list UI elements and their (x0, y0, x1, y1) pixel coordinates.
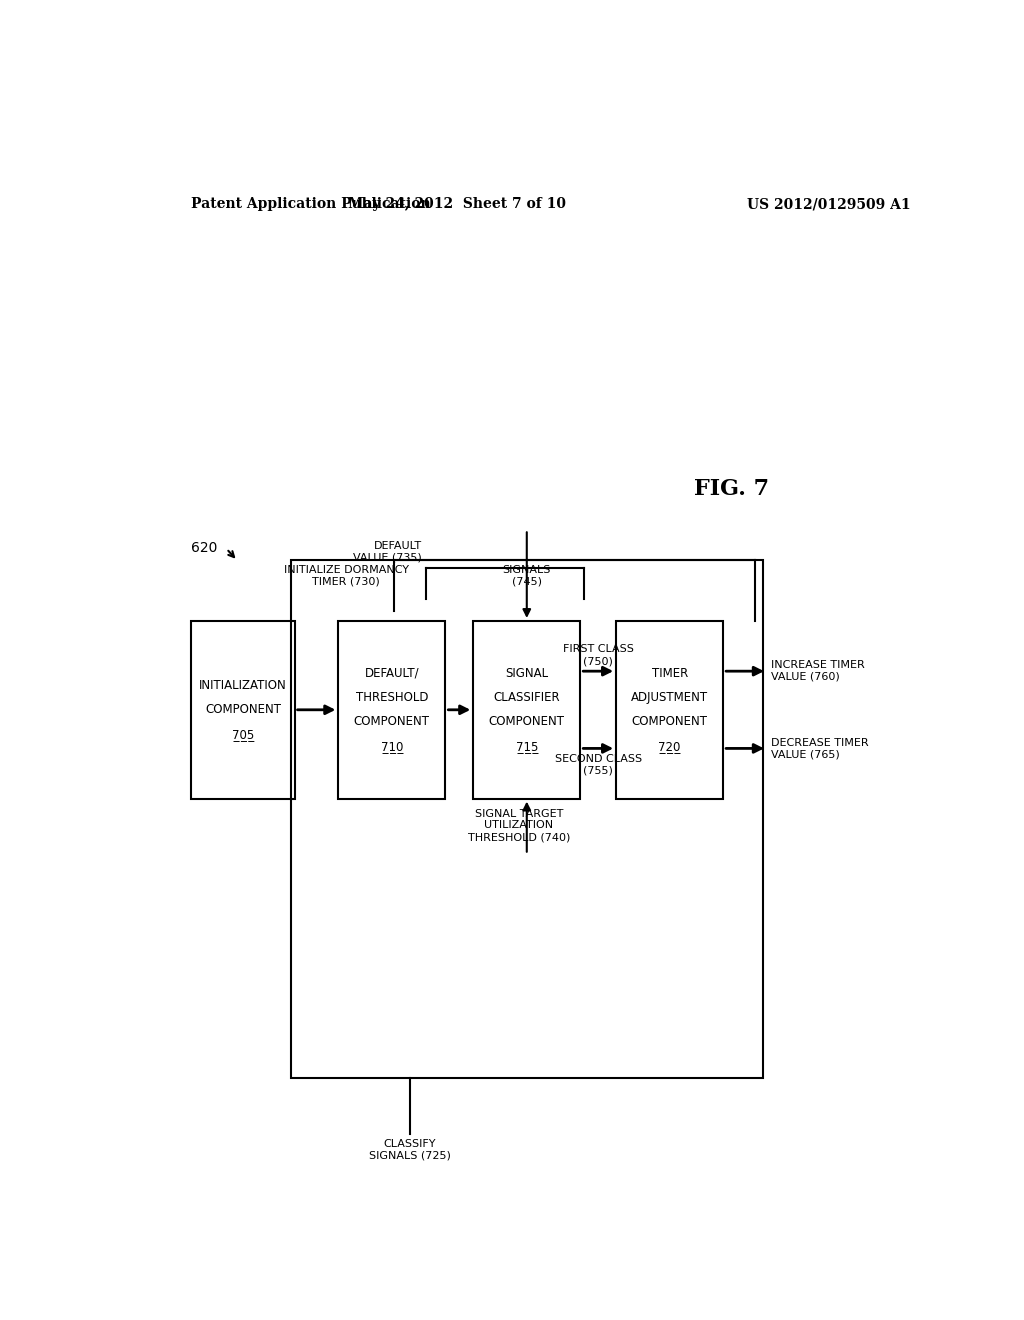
Text: COMPONENT: COMPONENT (488, 715, 565, 729)
Text: COMPONENT: COMPONENT (205, 704, 281, 717)
Bar (191, 620, 295, 799)
Bar (616, 620, 723, 799)
Text: FIRST CLASS
(750): FIRST CLASS (750) (563, 644, 634, 667)
Text: COMPONENT: COMPONENT (632, 715, 708, 729)
Text: SECOND CLASS
(755): SECOND CLASS (755) (555, 754, 642, 775)
Text: FIG. 7: FIG. 7 (693, 478, 769, 500)
Text: ADJUSTMENT: ADJUSTMENT (631, 692, 709, 704)
Text: CLASSIFY
SIGNALS (725): CLASSIFY SIGNALS (725) (369, 1139, 451, 1160)
Text: DECREASE TIMER
VALUE (765): DECREASE TIMER VALUE (765) (771, 738, 868, 759)
Text: SIGNAL: SIGNAL (505, 667, 548, 680)
Text: SIGNALS
(745): SIGNALS (745) (503, 565, 551, 586)
Text: US 2012/0129509 A1: US 2012/0129509 A1 (748, 197, 910, 211)
Text: TIMER: TIMER (651, 667, 688, 680)
Text: 620: 620 (190, 541, 217, 554)
Text: THRESHOLD: THRESHOLD (355, 692, 428, 704)
Text: COMPONENT: COMPONENT (354, 715, 430, 729)
Text: INITIALIZE DORMANCY
TIMER (730): INITIALIZE DORMANCY TIMER (730) (284, 565, 409, 586)
Bar (338, 620, 445, 799)
Text: SIGNAL TARGET
UTILIZATION
THRESHOLD (740): SIGNAL TARGET UTILIZATION THRESHOLD (740… (468, 809, 570, 842)
Bar (473, 620, 581, 799)
Text: 7̲1̲0̲: 7̲1̲0̲ (381, 741, 403, 752)
Text: INITIALIZATION: INITIALIZATION (200, 678, 287, 692)
Text: DEFAULT/: DEFAULT/ (365, 667, 419, 680)
Text: CLASSIFIER: CLASSIFIER (494, 692, 560, 704)
Text: DEFAULT
VALUE (735): DEFAULT VALUE (735) (353, 541, 422, 562)
Text: 7̲2̲0̲: 7̲2̲0̲ (658, 741, 681, 752)
Text: INCREASE TIMER
VALUE (760): INCREASE TIMER VALUE (760) (771, 660, 864, 682)
Bar (291, 560, 763, 1078)
Text: 7̲1̲5̲: 7̲1̲5̲ (516, 741, 538, 752)
Text: Patent Application Publication: Patent Application Publication (191, 197, 431, 211)
Text: 7̲0̲5̲: 7̲0̲5̲ (232, 727, 254, 741)
Text: May 24, 2012  Sheet 7 of 10: May 24, 2012 Sheet 7 of 10 (348, 197, 566, 211)
